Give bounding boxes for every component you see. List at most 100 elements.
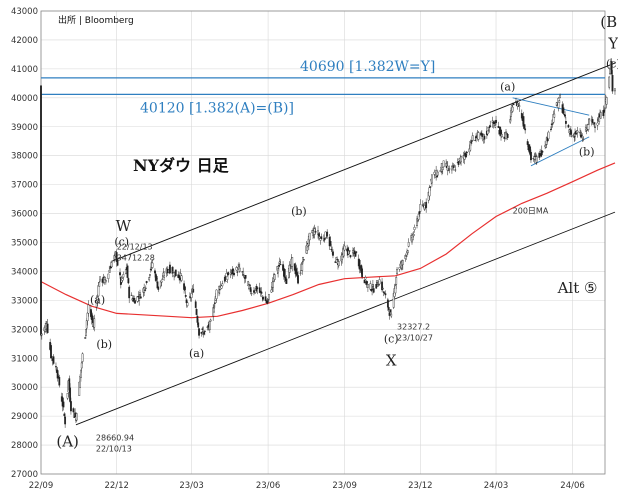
candle-body	[405, 255, 408, 257]
candle-body	[429, 186, 432, 188]
candle-body	[185, 299, 188, 304]
candle-body	[215, 289, 218, 299]
candle-body	[538, 152, 541, 158]
candle-body	[302, 259, 305, 261]
candle-body	[447, 169, 450, 172]
candle-body	[50, 345, 52, 359]
candle-body	[407, 242, 410, 247]
candle-body	[451, 165, 454, 167]
candle-body	[144, 287, 147, 289]
candle-body	[137, 295, 140, 298]
candle-body	[576, 130, 579, 133]
y-tick-label: 27000	[11, 470, 38, 480]
candle-body	[201, 328, 204, 330]
candle-body	[121, 278, 124, 281]
x-tick-label: 23/06	[256, 481, 281, 491]
candle-body	[567, 125, 570, 128]
candle-body	[163, 275, 166, 278]
candle-body	[149, 268, 152, 271]
candle-body	[436, 175, 438, 177]
candle-body	[203, 332, 205, 335]
candle-body	[84, 337, 86, 339]
candle-body	[451, 165, 453, 171]
candle-body	[605, 97, 608, 105]
candle-body	[372, 288, 375, 293]
level-label: 40690 [1.382W=Y]	[300, 59, 435, 75]
candle-body	[317, 233, 320, 237]
candle-body	[81, 353, 84, 362]
candle-body	[58, 377, 61, 386]
candle-body	[329, 241, 332, 246]
y-tick-label: 40000	[11, 94, 38, 104]
candle-body	[213, 308, 215, 313]
candle-body	[258, 287, 261, 293]
candle-body	[582, 138, 585, 140]
price-annotation: 22/10/13	[96, 445, 132, 454]
candle-body	[382, 291, 385, 293]
candle-body	[85, 329, 87, 336]
candle-body	[413, 227, 416, 230]
alt-label: Alt ⑤	[557, 279, 598, 297]
channel-line	[75, 211, 616, 426]
candle-body	[98, 282, 101, 287]
candle-body	[148, 277, 151, 281]
candle-body	[375, 284, 378, 289]
candle-body	[505, 133, 508, 135]
candle-body	[343, 245, 346, 251]
candle-body	[223, 276, 226, 282]
candle-body	[446, 165, 449, 171]
x-tick-label: 23/03	[179, 481, 204, 491]
candle-body	[394, 285, 397, 294]
candle-body	[221, 283, 224, 287]
y-tick-label: 37000	[11, 181, 38, 191]
candle-body	[337, 261, 340, 266]
candle-body	[194, 301, 197, 308]
candle-body	[104, 280, 107, 283]
y-tick-label: 43000	[11, 7, 38, 17]
candle-body	[604, 107, 606, 109]
candle-body	[238, 267, 241, 272]
wave-label: (b)	[96, 338, 112, 351]
candle-body	[139, 292, 141, 295]
candle-body	[283, 268, 286, 278]
candle-body	[326, 231, 329, 237]
candle-body	[448, 168, 451, 170]
candle-body	[366, 281, 368, 284]
y-axis-ticks: 27000 28000 29000 30000 31000 32000 33000 34000…	[11, 7, 38, 480]
candle-body	[460, 156, 462, 162]
candle-body	[264, 296, 267, 301]
candle-body	[208, 320, 211, 330]
candle-body	[262, 296, 265, 300]
candle-body	[270, 289, 273, 293]
candle-body	[52, 356, 55, 364]
candle-body	[471, 135, 474, 141]
wave-label: (a)	[500, 81, 515, 94]
price-annotation: 32327.2	[397, 322, 430, 331]
candle-body	[297, 275, 299, 284]
candle-body	[260, 291, 263, 294]
candle-body	[401, 260, 404, 265]
candle-body	[66, 393, 69, 399]
y-tick-label: 33000	[11, 296, 38, 306]
candle-body	[336, 258, 339, 260]
x-tick-label: 22/09	[29, 481, 54, 491]
candle-body	[278, 261, 281, 264]
candle-body	[369, 283, 372, 290]
candle-body	[46, 323, 49, 333]
candle-body	[236, 271, 239, 273]
candle-body	[196, 315, 199, 323]
wave-label: (A)	[56, 433, 79, 451]
candle-body	[371, 289, 373, 291]
candle-body	[593, 122, 596, 125]
candle-body	[433, 171, 436, 175]
y-tick-label: 38000	[11, 152, 38, 162]
candle-body	[169, 264, 171, 274]
candle-body	[233, 272, 235, 276]
candle-body	[599, 112, 602, 119]
candle-body	[192, 288, 195, 293]
price-annotation: 28660.94	[96, 434, 134, 443]
candle-body	[172, 270, 175, 273]
candle-body	[320, 236, 323, 240]
candle-body	[469, 141, 472, 151]
candle-body	[126, 265, 129, 278]
